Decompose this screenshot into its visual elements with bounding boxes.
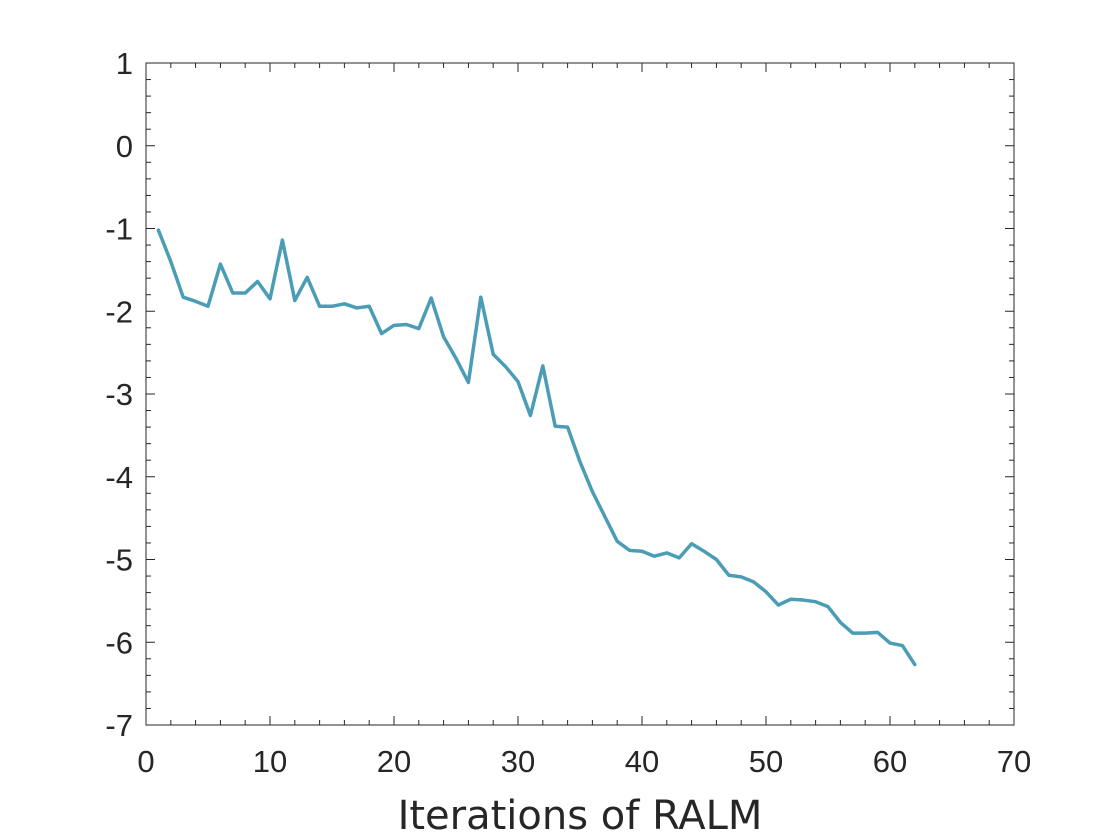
y-tick-label: 1 <box>116 46 133 81</box>
y-tick-label: 0 <box>116 129 133 164</box>
y-tick-label: -5 <box>105 543 133 578</box>
x-tick-label: 30 <box>501 744 535 779</box>
x-tick-label: 50 <box>749 744 783 779</box>
x-tick-label: 10 <box>253 744 287 779</box>
y-tick-label: -3 <box>105 377 133 412</box>
y-tick-label: -7 <box>105 708 133 743</box>
plot-frame <box>145 62 1015 726</box>
series-line-0 <box>156 228 917 667</box>
series-layer <box>156 228 917 667</box>
x-axis-title: Iterations of RALM <box>398 793 763 839</box>
y-tick-label: -2 <box>105 294 133 329</box>
plot-area <box>146 63 1014 725</box>
x-tick-label: 0 <box>137 744 154 779</box>
x-tick-label: 20 <box>377 744 411 779</box>
ticks-layer <box>145 62 1015 726</box>
x-tick-label: 40 <box>625 744 659 779</box>
x-tick-label: 60 <box>873 744 907 779</box>
y-tick-label: -4 <box>105 460 133 495</box>
y-tick-label: -6 <box>105 625 133 660</box>
x-tick-label: 70 <box>997 744 1031 779</box>
y-tick-label: -1 <box>105 212 133 247</box>
